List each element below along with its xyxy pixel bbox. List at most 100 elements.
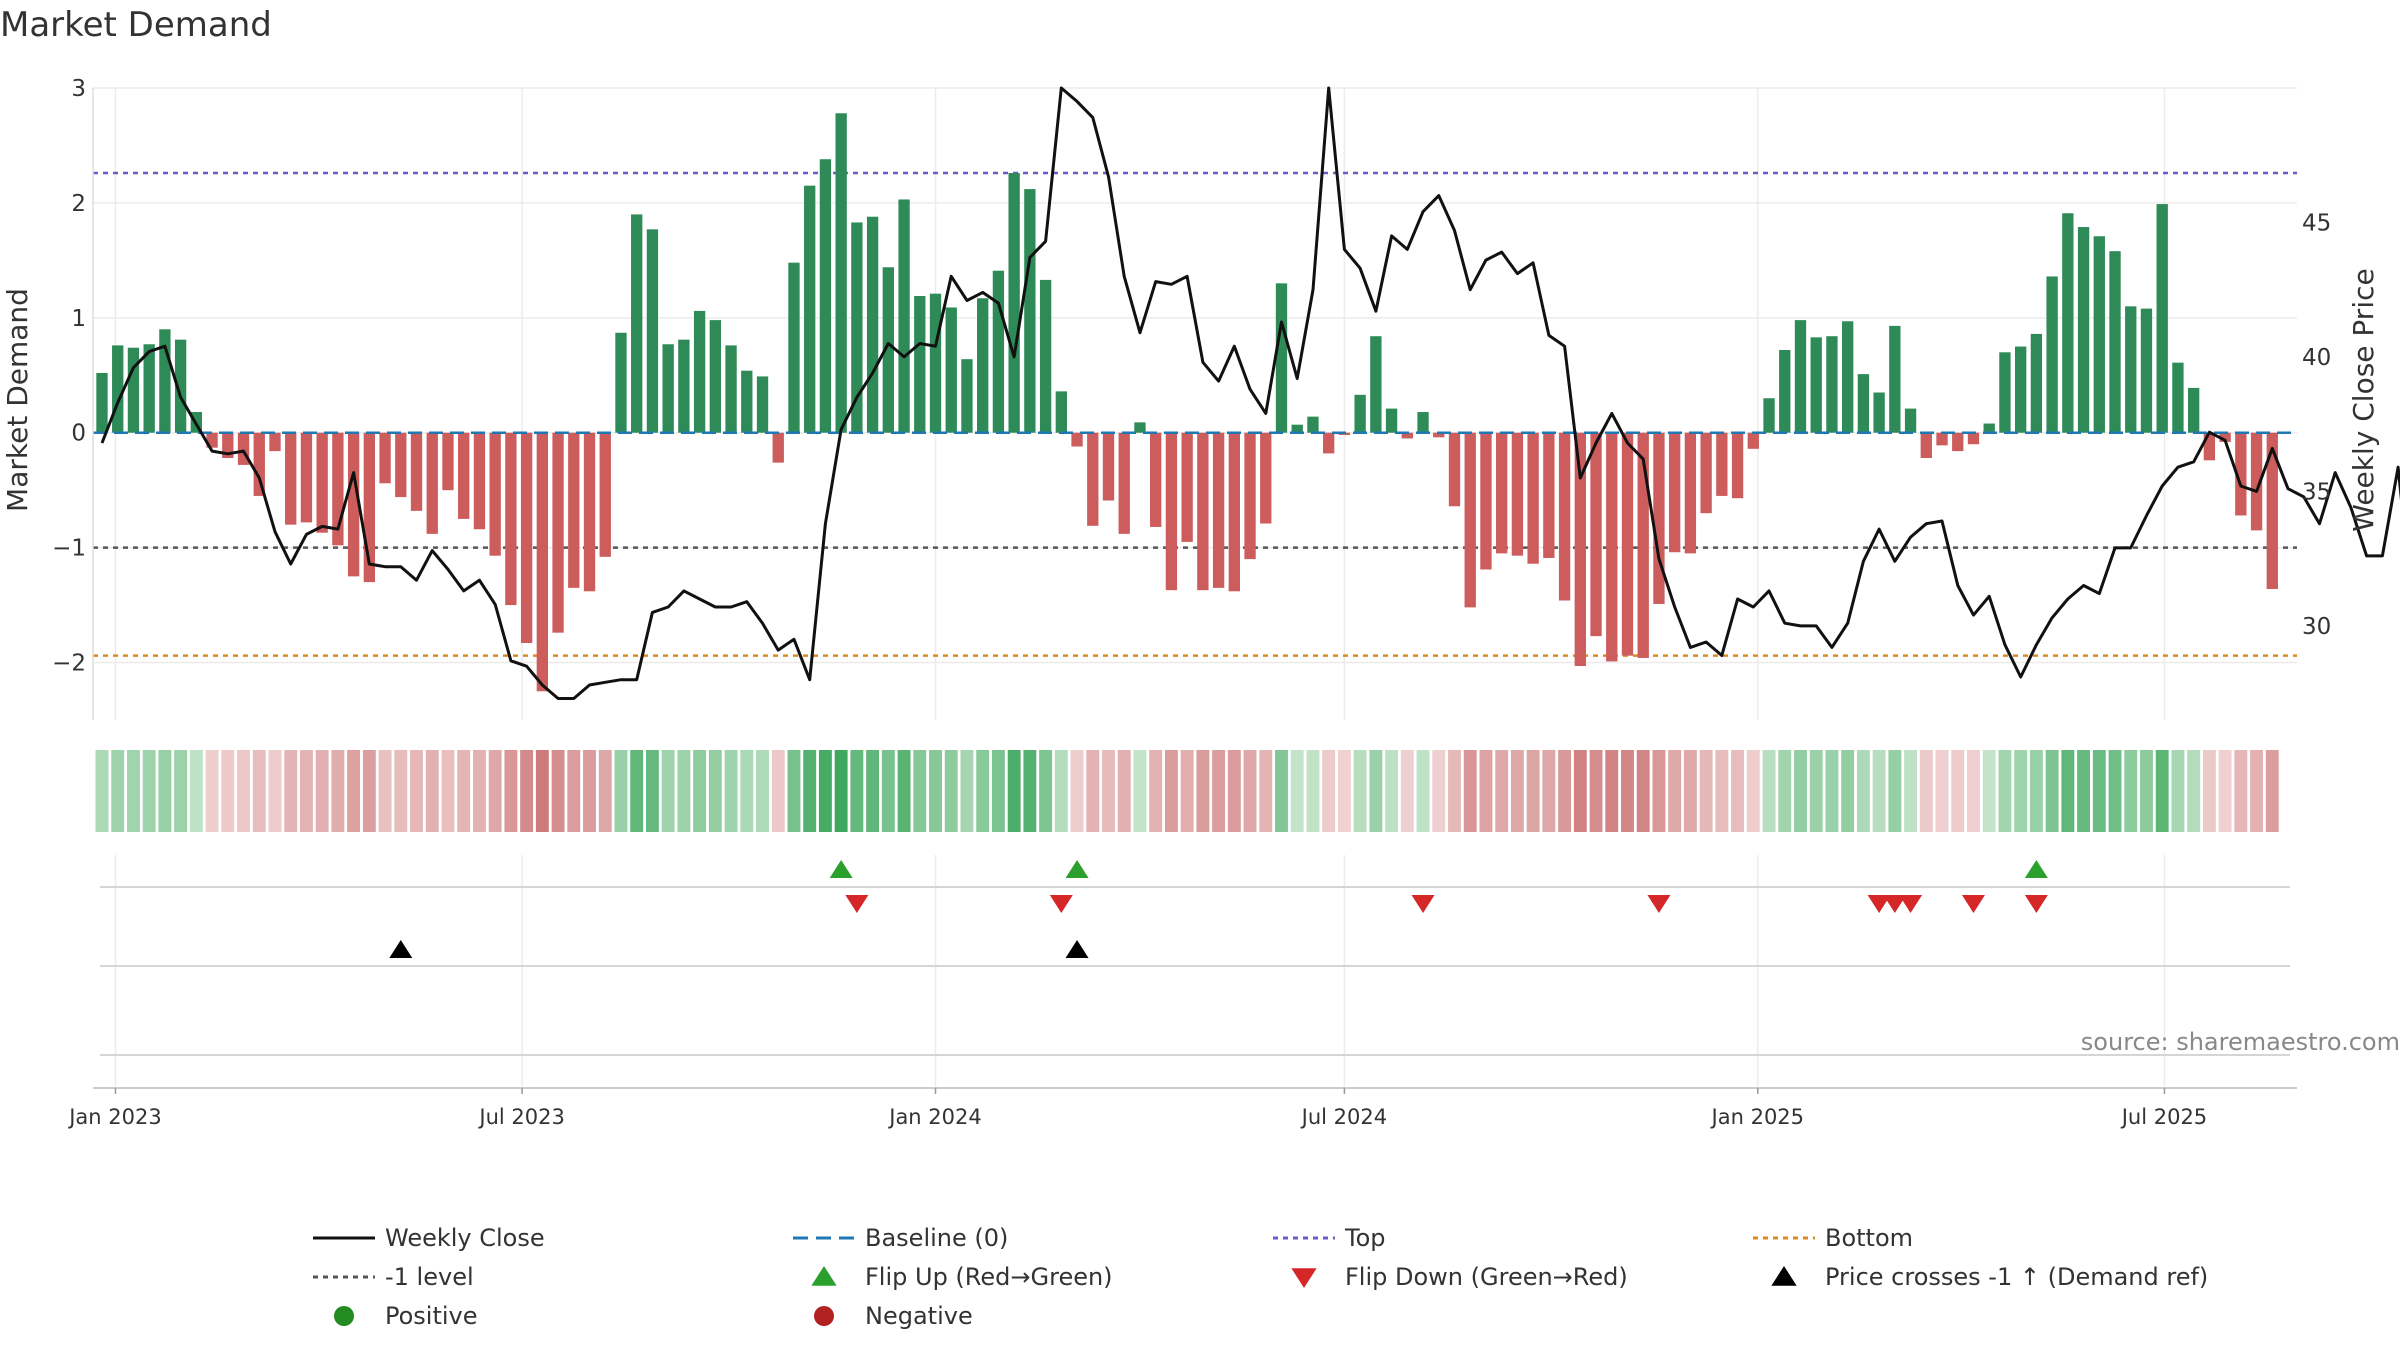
- demand-bar: [1150, 432, 1162, 527]
- demand-bar: [347, 432, 360, 577]
- demand-bar: [2266, 432, 2278, 590]
- demand-bar: [1669, 432, 1681, 553]
- strip-cell: [2234, 750, 2248, 832]
- demand-bar: [898, 199, 910, 433]
- demand-bar: [410, 432, 423, 511]
- demand-bar: [2077, 227, 2090, 433]
- strip-cell: [189, 750, 203, 832]
- demand-bar: [96, 372, 108, 433]
- legend-label: Price crosses -1 ↑ (Demand ref): [1825, 1263, 2208, 1291]
- demand-bar: [1071, 432, 1083, 447]
- strip-cell: [1039, 750, 1053, 832]
- demand-bar: [2014, 346, 2027, 433]
- demand-bar: [1826, 336, 1838, 433]
- y-axis-right-label: Weekly Close Price: [2347, 268, 2380, 531]
- demand-bar: [237, 432, 250, 465]
- strip-cell: [1951, 750, 1965, 832]
- strip-cell: [1337, 750, 1351, 832]
- x-tick-label: Jan 2023: [67, 1105, 162, 1129]
- demand-bar: [1181, 432, 1193, 542]
- legend-item: Top: [1273, 1224, 1386, 1252]
- legend-item: Bottom: [1753, 1224, 1913, 1252]
- strip-cell: [756, 750, 769, 832]
- strip-cell: [2218, 750, 2232, 832]
- demand-bar: [1763, 398, 1775, 433]
- strip-cell: [803, 750, 817, 832]
- strip-cell: [1510, 750, 1524, 832]
- strip-cell: [708, 750, 722, 832]
- strip-cell: [347, 750, 361, 832]
- strip-cell: [929, 750, 942, 832]
- strip-cell: [1998, 750, 2012, 832]
- strip-cell: [2140, 750, 2153, 832]
- strip-cell: [142, 750, 156, 832]
- legend-label: Flip Down (Green→Red): [1345, 1263, 1628, 1291]
- strip-cell: [95, 750, 109, 832]
- demand-bar: [678, 339, 690, 433]
- strip-cell: [1825, 750, 1839, 832]
- demand-bar: [489, 432, 501, 556]
- strip-cell: [1353, 750, 1367, 832]
- strip-cell: [2250, 750, 2264, 832]
- strip-cell: [1322, 750, 1336, 832]
- y-tick-label-right: 45: [2302, 210, 2331, 236]
- strip-cell: [268, 750, 282, 832]
- legend-swatch-triangle-up: [811, 1266, 837, 1286]
- demand-bar: [1008, 173, 1020, 433]
- flip-down-marker: [1883, 895, 1907, 913]
- legend: Weekly Close Baseline (0) Top Bottom -1 leve…: [313, 1224, 2208, 1330]
- demand-bar: [1511, 432, 1524, 556]
- demand-bar: [2140, 308, 2153, 433]
- demand-bar: [1889, 325, 1901, 433]
- demand-bar: [1291, 424, 1303, 433]
- flip-up-marker: [1065, 860, 1089, 878]
- strip-cell: [1794, 750, 1807, 832]
- strip-cell: [1605, 750, 1619, 832]
- demand-bar: [914, 295, 926, 433]
- demand-bar: [756, 376, 769, 433]
- demand-bar: [1558, 432, 1571, 601]
- demand-bar: [1574, 432, 1586, 666]
- strip-cell: [771, 750, 785, 832]
- strip-cell: [299, 750, 313, 832]
- strip-cell: [1196, 750, 1210, 832]
- demand-bar: [1967, 432, 1980, 445]
- strip-cell: [1762, 750, 1776, 832]
- strip-cell: [2092, 750, 2106, 832]
- demand-bar: [253, 432, 265, 496]
- legend-label: Positive: [385, 1302, 478, 1330]
- strip-cell: [488, 750, 502, 832]
- strip-cell: [1180, 750, 1194, 832]
- demand-bar: [222, 432, 234, 459]
- strip-cell: [2265, 750, 2279, 832]
- flip-down-marker: [1411, 895, 1435, 913]
- demand-bar: [1197, 432, 1209, 591]
- demand-heat-strip: [95, 750, 2279, 832]
- demand-bar: [1716, 432, 1728, 496]
- y-tick-label-right: 30: [2302, 614, 2331, 640]
- legend-swatch-dot: [814, 1306, 834, 1326]
- demand-bar: [741, 370, 753, 433]
- price-cross-marker: [389, 940, 413, 958]
- strip-cell: [598, 750, 612, 832]
- demand-bar: [961, 359, 973, 433]
- strip-cell: [1542, 750, 1556, 832]
- source-note: source: sharemaestro.com: [2081, 1028, 2400, 1056]
- demand-bar: [819, 159, 832, 433]
- demand-bar: [1417, 412, 1429, 433]
- strip-cell: [1102, 750, 1115, 832]
- legend-item: Flip Down (Green→Red): [1291, 1263, 1628, 1291]
- strip-cell: [2155, 750, 2169, 832]
- strip-cell: [1715, 750, 1729, 832]
- x-tick-label: Jul 2024: [1300, 1105, 1387, 1129]
- event-markers-layer: [100, 860, 2290, 1056]
- weekly-close-layer: [100, 86, 2400, 700]
- demand-bar: [1448, 432, 1461, 507]
- strip-cell: [991, 750, 1005, 832]
- strip-cell: [960, 750, 974, 832]
- strip-cell: [1400, 750, 1414, 832]
- demand-bar: [1464, 432, 1476, 608]
- demand-bar: [206, 432, 218, 448]
- demand-bar: [505, 432, 517, 606]
